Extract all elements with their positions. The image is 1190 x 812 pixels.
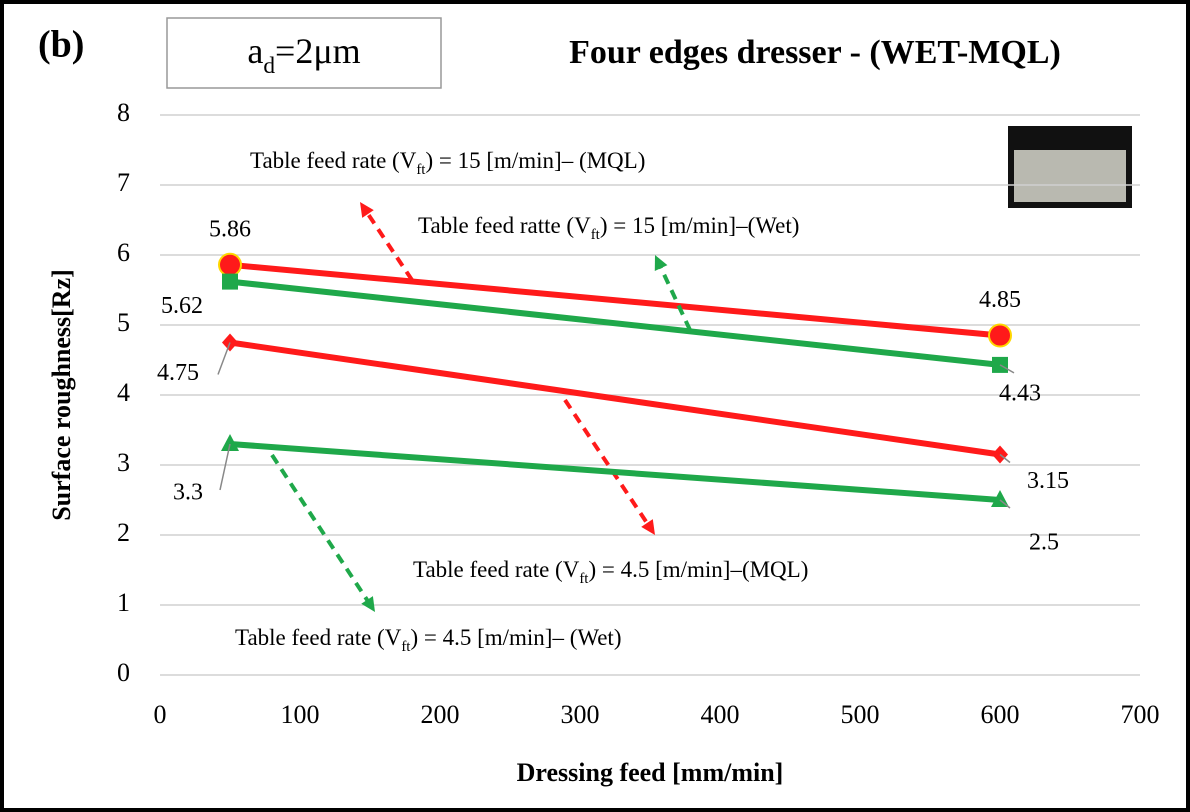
annotation-arrow xyxy=(362,207,414,282)
data-label: 3.3 xyxy=(173,480,203,506)
panel-label: (b) xyxy=(38,24,84,66)
y-tick-label: 1 xyxy=(117,588,130,617)
y-tick-label: 2 xyxy=(117,518,130,547)
series-line xyxy=(229,278,1001,368)
leader-line xyxy=(999,364,1015,374)
annotation-arrow xyxy=(656,261,692,331)
leader-line xyxy=(219,443,231,491)
text-part: Table feed rate (V xyxy=(413,557,580,582)
y-tick-label: 6 xyxy=(117,238,130,267)
marker xyxy=(222,273,238,290)
y-tick-label: 3 xyxy=(117,448,130,477)
x-tick-label: 700 xyxy=(1121,700,1160,729)
arrow-head xyxy=(361,596,375,612)
text-part: ) = 15 [m/min]– (MQL) xyxy=(425,148,645,173)
y-tick-label: 7 xyxy=(117,168,130,197)
text-part: =2μm xyxy=(275,31,361,71)
data-label: 5.62 xyxy=(161,293,203,319)
subscript: ft xyxy=(401,639,411,655)
chart-title: Four edges dresser - (WET-MQL) xyxy=(569,34,1061,71)
x-tick-label: 200 xyxy=(421,700,460,729)
subscript: ft xyxy=(591,227,601,243)
text-part: a xyxy=(247,31,263,71)
text-part: ) = 4.5 [m/min]– (Wet) xyxy=(410,625,621,650)
text-part: Table feed rate (V xyxy=(235,625,402,650)
subscript: d xyxy=(263,53,275,79)
data-label: 3.15 xyxy=(1027,468,1069,494)
leader-line xyxy=(999,453,1011,464)
series-line xyxy=(229,339,1001,458)
data-label: 4.85 xyxy=(979,287,1021,313)
x-tick-label: 0 xyxy=(154,700,167,729)
data-label: 5.86 xyxy=(209,216,251,242)
subscript: ft xyxy=(579,571,589,587)
text-part: Table feed ratte (V xyxy=(418,213,591,238)
y-tick-label: 8 xyxy=(117,98,130,127)
annotation-arrow xyxy=(563,398,653,530)
series-annotation: Table feed ratte (Vft) = 15 [m/min]–(Wet… xyxy=(418,213,799,243)
text-part: ) = 15 [m/min]–(Wet) xyxy=(600,213,800,238)
y-tick-label: 4 xyxy=(117,378,130,407)
annotation-arrow xyxy=(270,453,373,607)
marker xyxy=(988,323,1012,348)
marker xyxy=(218,252,242,277)
data-label: 2.5 xyxy=(1029,530,1059,556)
param-text: ad=2μm xyxy=(247,31,360,79)
marker xyxy=(221,434,239,451)
text-part: ) = 4.5 [m/min]–(MQL) xyxy=(588,557,808,582)
series-line xyxy=(229,261,1001,339)
x-tick-label: 500 xyxy=(841,700,880,729)
x-axis-label: Dressing feed [mm/min] xyxy=(517,758,784,787)
y-axis-label: Surface roughness[Rz] xyxy=(47,269,76,521)
series-line xyxy=(229,441,1001,503)
leader-line xyxy=(999,499,1011,509)
x-tick-label: 600 xyxy=(981,700,1020,729)
x-tick-label: 400 xyxy=(701,700,740,729)
data-label: 4.43 xyxy=(999,380,1041,406)
y-tick-label: 0 xyxy=(117,658,130,687)
text-part: Table feed rate (V xyxy=(250,148,417,173)
series-annotation: Table feed rate (Vft) = 4.5 [m/min]–(MQL… xyxy=(413,557,808,587)
data-label: 4.75 xyxy=(157,360,199,386)
arrow-head xyxy=(641,519,655,535)
arrow-head xyxy=(654,255,668,271)
subscript: ft xyxy=(416,162,426,178)
series-annotation: Table feed rate (Vft) = 4.5 [m/min]– (We… xyxy=(235,625,621,655)
x-tick-label: 300 xyxy=(561,700,600,729)
leader-line xyxy=(217,342,231,375)
param-box xyxy=(166,17,442,89)
inset-dresser xyxy=(1014,150,1126,202)
series-annotation: Table feed rate (Vft) = 15 [m/min]– (MQL… xyxy=(250,148,645,178)
x-tick-label: 100 xyxy=(281,700,320,729)
y-tick-label: 5 xyxy=(117,308,130,337)
arrow-head xyxy=(360,202,374,218)
